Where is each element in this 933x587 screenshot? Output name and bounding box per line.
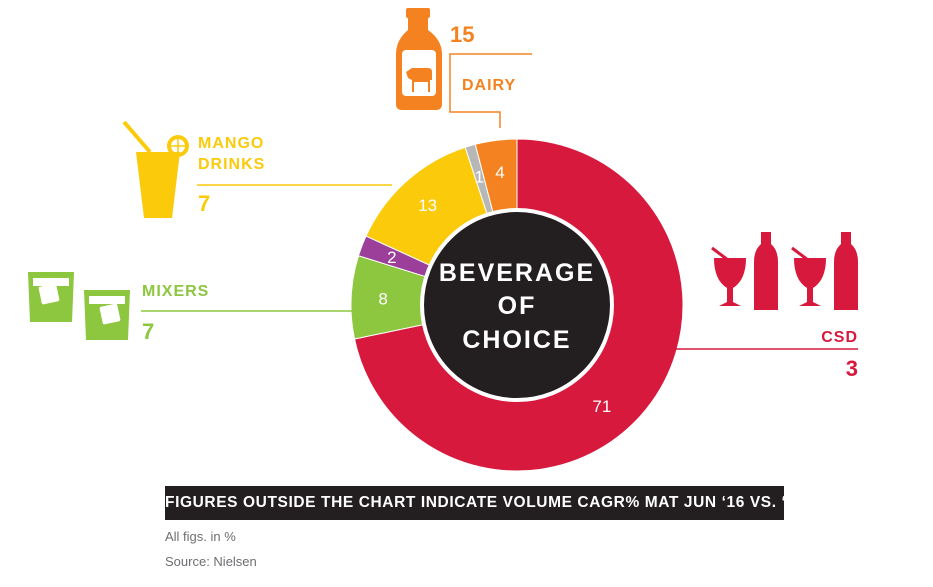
soda-bottles-icon (711, 232, 858, 310)
cagr-note-banner: FIGURES OUTSIDE THE CHART INDICATE VOLUM… (165, 486, 804, 520)
mango-label-line-2: DRINKS (198, 156, 265, 173)
milk-bottle-icon (396, 8, 442, 110)
mango-label-line-1: MANGO (198, 135, 264, 152)
center-label-line-1: BEVERAGE (439, 259, 595, 287)
slice-value-label-1: 8 (378, 290, 387, 309)
dairy-cagr: 15 (450, 22, 474, 47)
slice-value-labels: 71 8 2 13 1 4 (378, 163, 611, 416)
source-footnote: Source: Nielsen (165, 554, 257, 569)
slice-value-label-2: 2 (387, 248, 396, 267)
slice-value-label-0: 71 (592, 397, 611, 416)
slice-value-label-3: 13 (418, 196, 437, 215)
mixers-cagr: 7 (142, 319, 154, 344)
slice-value-label-5: 4 (495, 163, 504, 182)
center-label-line-3: CHOICE (462, 326, 571, 354)
units-footnote: All figs. in % (165, 529, 236, 544)
csd-cagr: 3 (846, 356, 858, 381)
juice-glass-icon (122, 120, 189, 218)
slice-value-label-4: 1 (475, 167, 484, 186)
mixers-label: MIXERS (142, 283, 209, 300)
glass-with-ice-icon (28, 272, 130, 340)
dairy-label: DAIRY (462, 77, 516, 94)
csd-label: CSD (821, 329, 858, 346)
center-label-line-2: OF (498, 292, 537, 320)
dairy-leader-line (449, 53, 532, 128)
center-disc (420, 208, 614, 402)
mango-cagr: 7 (198, 191, 210, 216)
